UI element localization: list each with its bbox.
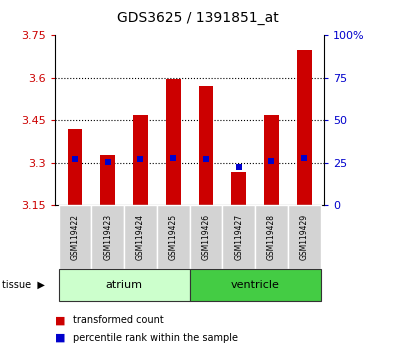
Bar (190, 205, 222, 269)
Bar (231, 172, 246, 205)
Bar (133, 115, 148, 205)
Bar (157, 205, 190, 269)
Bar (288, 205, 321, 269)
Bar (58, 269, 190, 301)
Text: atrium: atrium (105, 280, 143, 290)
Bar (68, 129, 82, 205)
Bar (199, 86, 213, 205)
Text: GSM119423: GSM119423 (103, 214, 112, 260)
Bar (255, 205, 288, 269)
Text: GSM119422: GSM119422 (70, 214, 79, 260)
Text: ventricle: ventricle (231, 280, 280, 290)
Text: GSM119427: GSM119427 (234, 214, 243, 260)
Text: GSM119428: GSM119428 (267, 214, 276, 260)
Bar (91, 205, 124, 269)
Text: tissue  ▶: tissue ▶ (2, 280, 45, 290)
Text: transformed count: transformed count (73, 315, 164, 325)
Text: percentile rank within the sample: percentile rank within the sample (73, 333, 238, 343)
Text: ■: ■ (55, 333, 66, 343)
Text: GDS3625 / 1391851_at: GDS3625 / 1391851_at (117, 11, 278, 25)
Text: GSM119429: GSM119429 (300, 214, 309, 260)
Text: GSM119424: GSM119424 (136, 214, 145, 260)
Text: GSM119425: GSM119425 (169, 214, 178, 260)
Bar (58, 205, 91, 269)
Text: GSM119426: GSM119426 (201, 214, 211, 260)
Bar (222, 205, 255, 269)
Text: ■: ■ (55, 315, 66, 325)
Bar (166, 79, 181, 205)
Bar (190, 269, 321, 301)
Bar (297, 50, 312, 205)
Bar (100, 155, 115, 205)
Bar (264, 115, 279, 205)
Bar (124, 205, 157, 269)
